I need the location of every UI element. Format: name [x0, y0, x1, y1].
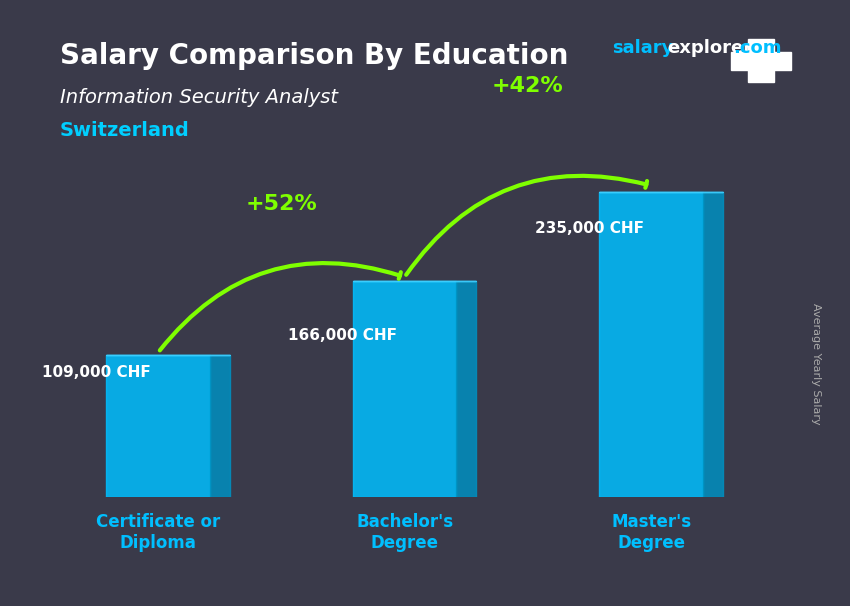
Bar — [106, 355, 210, 497]
Text: salary: salary — [612, 39, 673, 58]
Polygon shape — [210, 355, 230, 497]
Bar — [353, 281, 456, 497]
Bar — [731, 52, 790, 70]
Text: explorer: explorer — [667, 39, 752, 58]
Text: 166,000 CHF: 166,000 CHF — [288, 328, 398, 343]
Polygon shape — [703, 191, 722, 497]
Text: Information Security Analyst: Information Security Analyst — [60, 88, 337, 107]
Bar — [599, 191, 703, 497]
Text: Average Yearly Salary: Average Yearly Salary — [811, 303, 821, 424]
Text: +42%: +42% — [492, 76, 564, 96]
Text: Salary Comparison By Education: Salary Comparison By Education — [60, 42, 568, 70]
Bar — [748, 39, 774, 82]
Text: +52%: +52% — [246, 194, 317, 214]
Text: .com: .com — [734, 39, 782, 58]
Text: Switzerland: Switzerland — [60, 121, 190, 140]
Text: 109,000 CHF: 109,000 CHF — [42, 365, 150, 380]
Text: 235,000 CHF: 235,000 CHF — [535, 221, 644, 236]
Polygon shape — [456, 281, 476, 497]
